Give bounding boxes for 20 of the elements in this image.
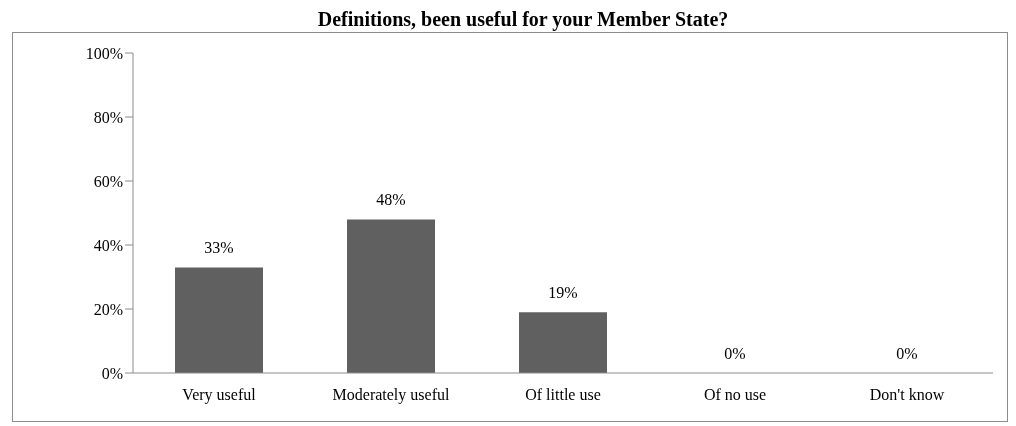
chart-title: Definitions, been useful for your Member State? xyxy=(316,8,730,30)
y-tick-label: 60% xyxy=(93,172,123,190)
x-tick-label: Very useful xyxy=(182,386,257,405)
bar xyxy=(519,312,607,373)
x-tick-label: Of little use xyxy=(525,386,601,404)
y-tick-label: 100% xyxy=(85,44,123,62)
data-label: 48% xyxy=(376,191,406,209)
data-label: 0% xyxy=(896,345,918,362)
bar xyxy=(175,267,263,373)
y-tick-label: 0% xyxy=(101,364,123,382)
data-label: 0% xyxy=(724,345,746,362)
x-tick-label: Of no use xyxy=(703,386,767,404)
x-tick-label: Don't know xyxy=(869,386,945,404)
x-tick-label: Moderately useful xyxy=(332,386,450,405)
data-label: 33% xyxy=(204,239,234,257)
data-label: 19% xyxy=(548,284,578,302)
y-tick-label: 80% xyxy=(93,108,123,126)
y-tick-label: 40% xyxy=(93,236,123,254)
y-tick-label: 20% xyxy=(93,300,123,318)
bar xyxy=(347,219,435,373)
